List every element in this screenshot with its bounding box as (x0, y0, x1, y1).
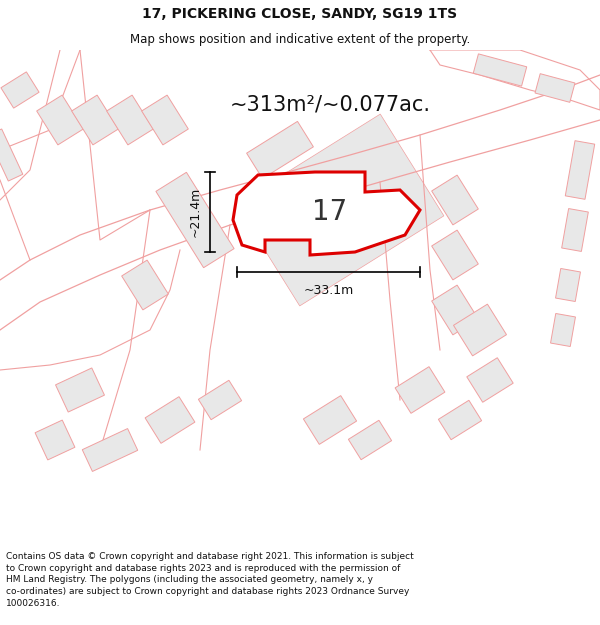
Polygon shape (142, 95, 188, 145)
Polygon shape (247, 121, 313, 179)
Text: ~313m²/~0.077ac.: ~313m²/~0.077ac. (229, 95, 431, 115)
Polygon shape (107, 95, 154, 145)
Polygon shape (467, 357, 513, 402)
Polygon shape (122, 260, 169, 310)
Polygon shape (1, 72, 39, 108)
Polygon shape (565, 141, 595, 199)
Polygon shape (304, 396, 356, 444)
Polygon shape (156, 173, 234, 268)
Polygon shape (535, 74, 575, 102)
Polygon shape (145, 397, 195, 443)
Polygon shape (431, 230, 478, 280)
Polygon shape (395, 367, 445, 413)
Polygon shape (556, 269, 580, 301)
Text: 17: 17 (313, 198, 347, 226)
Polygon shape (236, 114, 444, 306)
Polygon shape (0, 129, 23, 181)
Polygon shape (82, 429, 138, 471)
Polygon shape (349, 420, 392, 460)
Polygon shape (71, 95, 118, 145)
Polygon shape (233, 172, 420, 255)
Polygon shape (431, 175, 478, 225)
Polygon shape (56, 368, 104, 412)
Polygon shape (431, 285, 478, 335)
Polygon shape (35, 420, 75, 460)
Text: 17, PICKERING CLOSE, SANDY, SG19 1TS: 17, PICKERING CLOSE, SANDY, SG19 1TS (142, 7, 458, 21)
Polygon shape (562, 209, 589, 251)
Text: Contains OS data © Crown copyright and database right 2021. This information is : Contains OS data © Crown copyright and d… (6, 552, 414, 608)
Polygon shape (454, 304, 506, 356)
Polygon shape (37, 95, 83, 145)
Polygon shape (439, 400, 482, 440)
Text: ~33.1m: ~33.1m (304, 284, 353, 297)
Text: Map shows position and indicative extent of the property.: Map shows position and indicative extent… (130, 34, 470, 46)
Text: ~21.4m: ~21.4m (189, 187, 202, 237)
Polygon shape (473, 54, 527, 86)
Polygon shape (199, 380, 242, 420)
Polygon shape (551, 314, 575, 346)
